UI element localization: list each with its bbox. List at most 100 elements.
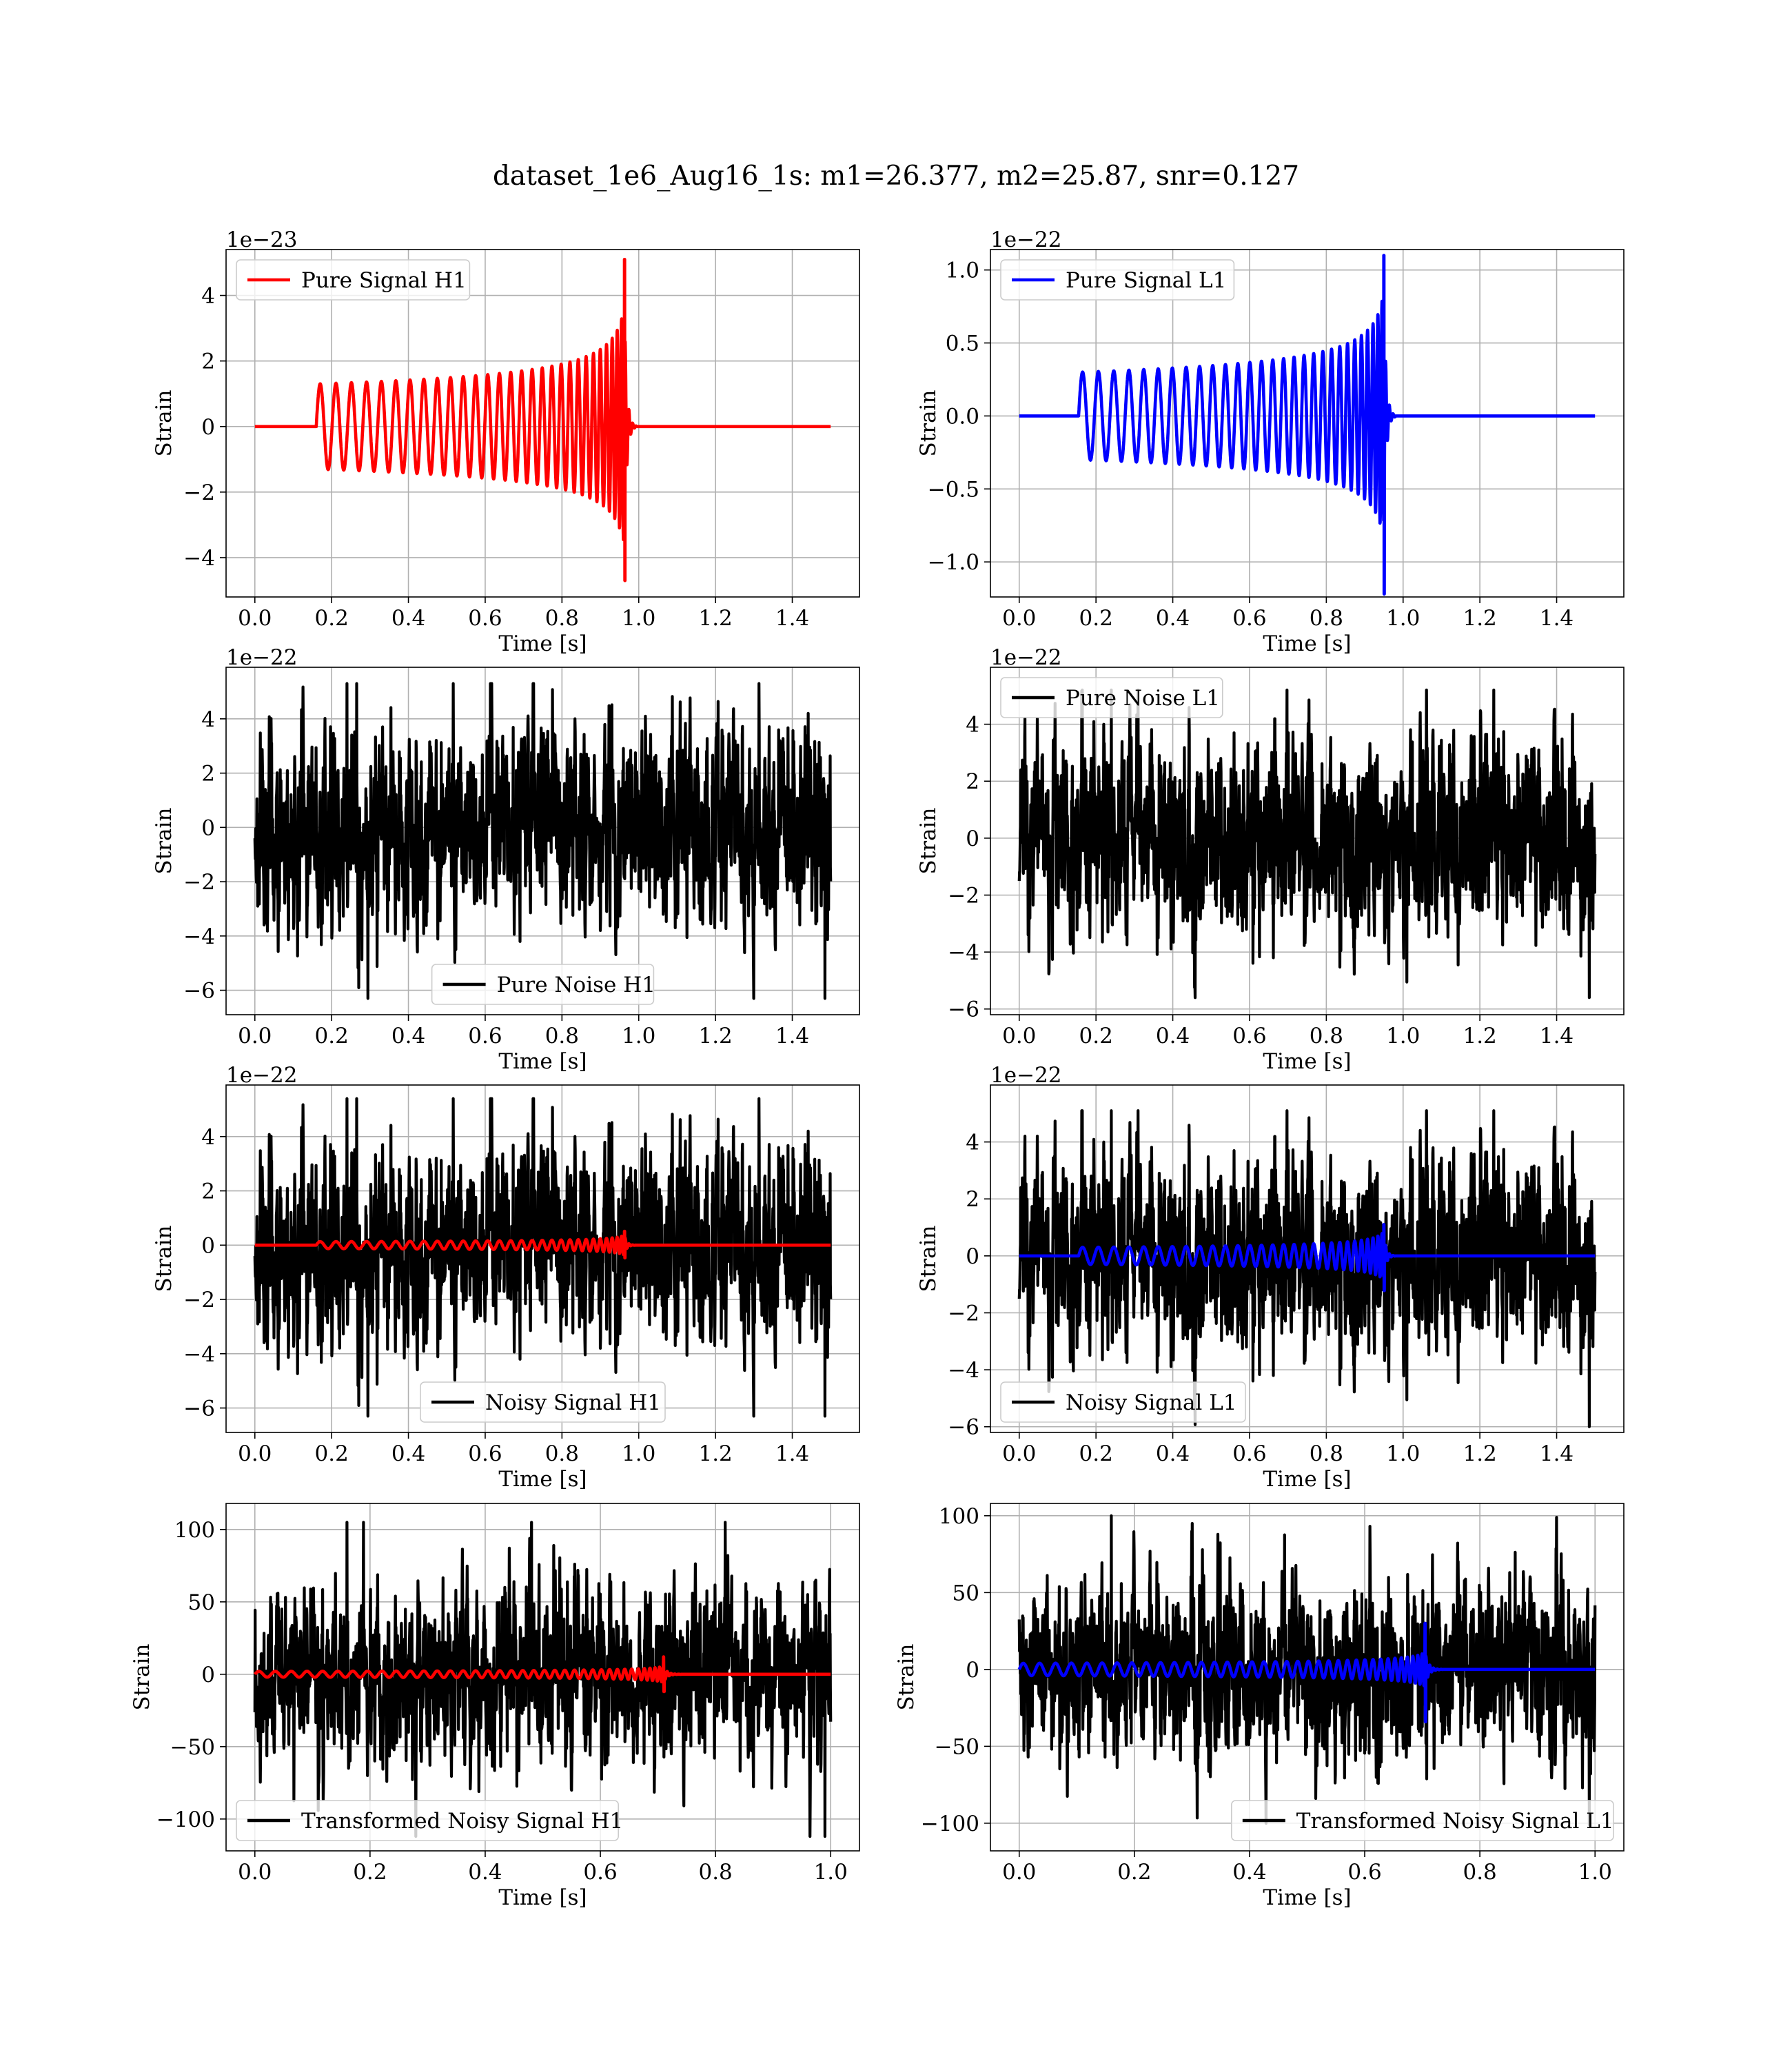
x-tick-label: 1.4	[1540, 1441, 1574, 1466]
series-line-noise	[253, 1097, 833, 1418]
y-tick-label: 50	[953, 1581, 979, 1605]
y-axis-label: Strain	[130, 1644, 154, 1711]
y-tick-label: −2	[948, 1301, 979, 1326]
x-axis-label: Time [s]	[1263, 1885, 1351, 1910]
axes-frame	[225, 667, 860, 1015]
legend-box	[236, 1800, 620, 1841]
legend: Pure Signal H1	[236, 259, 471, 301]
series-line-signal	[253, 1655, 833, 1694]
legend: Noisy Signal L1	[1000, 1381, 1246, 1423]
legend: Pure Noise H1	[431, 964, 655, 1005]
x-tick-label: 1.0	[622, 606, 655, 631]
series-line-noise	[253, 1521, 833, 1838]
y-tick-label: −6	[948, 1415, 979, 1440]
x-axis-label: Time [s]	[1263, 1049, 1351, 1074]
x-tick-label: 0.2	[1079, 1441, 1113, 1466]
legend-label: Noisy Signal L1	[1066, 1390, 1237, 1415]
x-tick-label: 1.4	[1540, 606, 1574, 631]
y-axis-label: Strain	[152, 390, 176, 457]
axis-offset-label: 1e−22	[226, 1063, 298, 1088]
x-tick-label: 0.0	[238, 1441, 272, 1466]
x-tick-label: 0.2	[315, 1441, 349, 1466]
x-tick-label: 1.2	[1463, 606, 1496, 631]
y-tick-label: −2	[183, 870, 215, 895]
y-tick-label: 4	[966, 713, 979, 738]
y-tick-label: −2	[183, 1288, 215, 1312]
legend: Pure Noise L1	[1000, 677, 1223, 718]
series-group	[253, 1521, 833, 1838]
series-line-signal	[1017, 1223, 1597, 1292]
y-tick-label: 2	[201, 349, 215, 374]
x-tick-label: 0.0	[1002, 606, 1036, 631]
y-tick-label: −50	[170, 1735, 215, 1760]
x-tick-label: 1.4	[1540, 1024, 1574, 1048]
y-tick-label: −4	[183, 546, 215, 571]
y-tick-label: −1.0	[928, 550, 979, 575]
x-tick-label: 1.2	[698, 606, 732, 631]
axis-offset-label: 1e−22	[990, 645, 1062, 670]
x-tick-label: 0.8	[698, 1860, 732, 1885]
panel-h1_noise: 0.0 0.2 0.4 0.6 0.8 1.0 1.2 1.4 −6 −4 −2 0 2 4 Time [s…	[152, 645, 860, 1074]
x-tick-label: 1.2	[698, 1441, 732, 1466]
panels: 0.0 0.2 0.4 0.6 0.8 1.0 1.2 1.4 −4 −2 0 2 4 Time [s] S…	[130, 227, 1625, 1910]
panel-l1_noise: 0.0 0.2 0.4 0.6 0.8 1.0 1.2 1.4 −6 −4 −2 0 2 4 Time [s…	[916, 645, 1625, 1074]
y-tick-label: −4	[183, 924, 215, 949]
x-tick-label: 0.0	[238, 1860, 272, 1885]
x-tick-label: 0.2	[1079, 1024, 1113, 1048]
y-tick-label: −100	[921, 1812, 979, 1836]
y-tick-label: 4	[201, 1125, 215, 1150]
y-axis-label: Strain	[916, 808, 941, 875]
axes-frame	[225, 1503, 860, 1852]
y-tick-label: −4	[948, 940, 979, 965]
y-tick-label: 2	[201, 762, 215, 787]
plot-area	[226, 250, 859, 597]
x-tick-label: 0.8	[1310, 606, 1343, 631]
x-tick-label: 1.0	[1386, 1441, 1420, 1466]
legend-label: Pure Noise H1	[497, 973, 655, 997]
y-tick-label: 100	[939, 1504, 979, 1529]
y-tick-label: −6	[183, 1397, 215, 1421]
x-tick-label: 1.0	[1578, 1860, 1612, 1885]
y-tick-label: 2	[201, 1179, 215, 1204]
x-tick-label: 0.6	[1232, 1024, 1266, 1048]
x-tick-label: 1.2	[698, 1024, 732, 1048]
x-tick-label: 1.4	[775, 1024, 809, 1048]
panel-h1_noisy: 0.0 0.2 0.4 0.6 0.8 1.0 1.2 1.4 −6 −4 −2 0 2 4 Time [s…	[152, 1063, 860, 1492]
x-tick-label: 1.0	[622, 1441, 655, 1466]
x-tick-label: 0.4	[391, 606, 425, 631]
legend-label: Transformed Noisy Signal H1	[301, 1809, 623, 1834]
y-tick-label: 0.0	[946, 404, 979, 429]
y-tick-label: 4	[966, 1131, 979, 1155]
x-tick-label: 0.8	[545, 1441, 579, 1466]
y-tick-label: 0	[201, 415, 215, 440]
x-tick-label: 0.8	[1310, 1441, 1343, 1466]
x-axis-label: Time [s]	[1263, 631, 1351, 656]
x-axis-label: Time [s]	[498, 1885, 587, 1910]
legend: Transformed Noisy Signal H1	[236, 1800, 623, 1841]
y-tick-label: −4	[183, 1342, 215, 1367]
y-tick-label: 2	[966, 769, 979, 794]
y-tick-label: −2	[183, 480, 215, 505]
y-axis-label: Strain	[916, 1226, 941, 1292]
x-tick-label: 1.4	[775, 606, 809, 631]
x-tick-label: 1.4	[775, 1441, 809, 1466]
legend-label: Pure Signal H1	[301, 268, 467, 293]
x-tick-label: 0.6	[1347, 1860, 1381, 1885]
x-tick-label: 0.2	[1079, 606, 1113, 631]
x-tick-label: 0.6	[583, 1860, 617, 1885]
y-tick-label: 0	[966, 1244, 979, 1269]
y-tick-label: 2	[966, 1187, 979, 1212]
series-line-signal	[253, 258, 833, 582]
legend-box	[1000, 259, 1235, 301]
x-tick-label: 0.2	[315, 606, 349, 631]
axes-frame	[990, 249, 1625, 598]
x-tick-label: 0.6	[468, 606, 502, 631]
legend-label: Pure Noise L1	[1066, 686, 1220, 711]
x-tick-label: 0.8	[1310, 1024, 1343, 1048]
y-tick-label: 0	[201, 1663, 215, 1687]
series-group	[1017, 1514, 1597, 1827]
series-line-noise	[1017, 1514, 1597, 1827]
x-tick-label: 0.2	[1117, 1860, 1151, 1885]
x-tick-label: 0.4	[1232, 1860, 1266, 1885]
y-tick-label: 4	[201, 284, 215, 309]
